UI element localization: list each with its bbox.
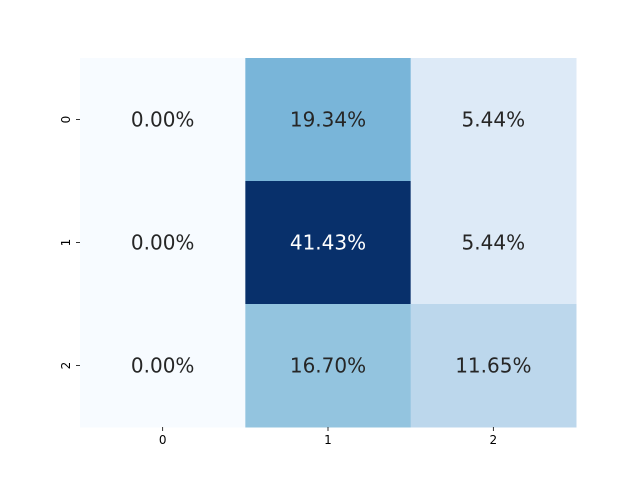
heatmap-cell-label-r2-c1: 16.70% bbox=[290, 354, 366, 378]
x-tick-label-2: 2 bbox=[490, 433, 498, 447]
heatmap-cell-r1-c0 bbox=[80, 181, 246, 305]
heatmap-cell-label-r0-c2: 5.44% bbox=[462, 108, 526, 132]
heatmap-cell-r0-c2 bbox=[410, 58, 577, 182]
x-axis: 0 1 2 bbox=[159, 427, 497, 447]
heatmap-cell-label-r2-c0: 0.00% bbox=[131, 354, 195, 378]
heatmap-cell-r1-c2 bbox=[410, 181, 577, 305]
heatmap-cell-r2-c2 bbox=[410, 304, 577, 428]
y-tick-label-0: 0 bbox=[59, 116, 73, 124]
heatmap-cell-label-r1-c0: 0.00% bbox=[131, 231, 195, 255]
heatmap-cell-label-r1-c1: 41.43% bbox=[290, 231, 366, 255]
y-axis: 0 1 2 bbox=[59, 116, 80, 370]
x-tick-label-0: 0 bbox=[159, 433, 167, 447]
heatmap-cell-r2-c1 bbox=[245, 304, 412, 428]
heatmap-cell-label-r2-c2: 11.65% bbox=[455, 354, 531, 378]
heatmap-cells bbox=[80, 58, 577, 428]
heatmap-cell-label-r0-c1: 19.34% bbox=[290, 108, 366, 132]
heatmap-cell-labels: 0.00% 19.34% 5.44% 0.00% 41.43% 5.44% 0.00% 16.… bbox=[131, 108, 532, 378]
heatmap-cell-r2-c0 bbox=[80, 304, 246, 428]
heatmap-cell-r0-c1 bbox=[245, 58, 412, 182]
heatmap-cell-r1-c1 bbox=[245, 181, 412, 305]
y-tick-label-1: 1 bbox=[59, 239, 73, 247]
x-tick-label-1: 1 bbox=[324, 433, 332, 447]
heatmap-cell-r0-c0 bbox=[80, 58, 246, 182]
heatmap-cell-label-r0-c0: 0.00% bbox=[131, 108, 195, 132]
y-tick-label-2: 2 bbox=[59, 362, 73, 370]
heatmap-cell-label-r1-c2: 5.44% bbox=[462, 231, 526, 255]
